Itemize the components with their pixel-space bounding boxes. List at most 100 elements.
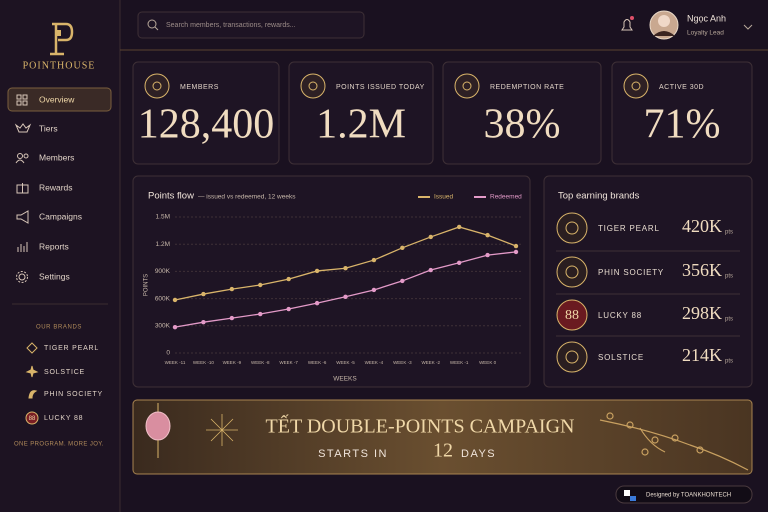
brand-unit: pts [725,230,733,236]
kpi-label: ACTIVE 30D [659,84,704,91]
brand-name: TIGER PEARL [598,224,660,233]
brand-unit: pts [725,274,733,280]
legend-label: Redeemed [490,194,522,201]
logo-icon [50,22,74,56]
banner-title: TẾT DOUBLE-POINTS CAMPAIGN [266,414,575,438]
brand-name: PHIN SOCIETY [598,268,664,277]
bell-icon[interactable] [621,19,633,31]
x-tick-label: WEEK -4 [365,360,384,365]
x-tick-label: WEEK 0 [479,360,497,365]
y-tick-label: 900K [155,268,171,275]
data-point [314,300,320,306]
campaign-banner[interactable] [132,399,753,475]
brand-icon [556,212,588,244]
nav-item[interactable]: Campaigns [39,211,82,221]
y-tick-label: 600K [155,295,171,302]
user-menu-chevron[interactable] [743,24,753,30]
data-point [456,260,462,265]
x-tick-label: WEEK -8 [251,360,270,365]
x-tick-label: WEEK -11 [165,360,186,365]
data-point [513,249,519,255]
data-point [172,297,178,303]
data-point [428,234,433,240]
brand-badge: 88 [565,308,579,323]
brand-unit: pts [725,359,733,365]
brand-icons [25,342,39,399]
data-point [343,266,348,271]
credit-badge [615,485,753,504]
kpi-icon [454,73,480,99]
kpi-card [132,61,280,165]
kpi-value: 128,400 [138,102,275,148]
data-point [258,282,263,288]
nav-item[interactable]: Members [39,152,74,162]
chart-title: Points flow [148,191,194,202]
kpi-icon [300,73,326,99]
x-tick-label: WEEK -3 [393,360,412,365]
brand-icon [556,299,588,331]
firework [206,414,238,446]
brand-points: 214K [682,345,722,365]
kpi-label: MEMBERS [180,84,219,91]
y-axis-label: POINTS [144,274,150,296]
brand-badge: 88 [29,416,36,422]
brand-badge-bg [25,411,39,425]
banner-starts: STARTS IN [318,448,388,460]
kpi-value: 38% [484,102,561,148]
y-tick-label: 1.5M [156,214,170,221]
brand-points: 298K [682,303,722,323]
banner-days-count: 12 [433,440,453,462]
data-point [258,311,263,317]
brand-icon-glyph [565,265,579,279]
top-brands-title: Top earning brands [558,191,640,202]
data-point [343,294,348,299]
brand-points: 420K [682,216,722,236]
search-box[interactable] [137,11,365,39]
nav-active-bg [7,87,112,112]
nav-item[interactable]: Reports [39,241,69,251]
y-tick-label: 300K [155,323,171,330]
tagline: ONE PROGRAM. MORE JOY. [14,442,104,448]
data-point [456,224,462,230]
search-icon [147,19,157,29]
lantern [145,403,171,458]
data-point [485,252,490,258]
chart-card [132,175,531,388]
x-axis-label: WEEKS [333,376,357,383]
data-point [371,257,377,263]
search-icon-handle [154,26,159,31]
data-point [229,286,235,292]
data-point [428,267,433,273]
nav-item[interactable]: Tiers [39,123,58,133]
credit-logo [630,496,636,501]
blossom-branch [599,412,749,471]
top-brands-card [543,175,753,388]
user-role: Loyalty Lead [687,30,724,37]
data-point [400,278,405,284]
kpi-icon-glyph [152,81,162,91]
y-tick-label: 1.2M [156,241,170,248]
search-placeholder[interactable]: Search members, transactions, rewards... [166,22,296,29]
nav-item[interactable]: Overview [39,94,75,104]
data-point [286,276,291,282]
nav-item[interactable]: Rewards [39,182,73,192]
data-point [513,243,519,249]
sidebar-brand: SOLSTICE [44,369,85,376]
y-tick-label: 0 [166,350,170,357]
kpi-icon [623,73,649,99]
data-point [485,232,490,238]
sidebar-brand: PHIN SOCIETY [44,391,103,398]
data-point [400,245,405,251]
brand-icon [556,256,588,288]
x-tick-label: WEEK -7 [279,360,298,365]
brand-icon [556,341,588,373]
data-point [201,319,206,325]
brand-icon-glyph [565,221,579,235]
kpi-value: 1.2M [316,102,406,148]
nav-item[interactable]: Settings [39,271,70,281]
sidebar-brand: TIGER PEARL [44,345,99,352]
x-tick-label: WEEK -2 [421,360,440,365]
kpi-card [442,61,602,165]
